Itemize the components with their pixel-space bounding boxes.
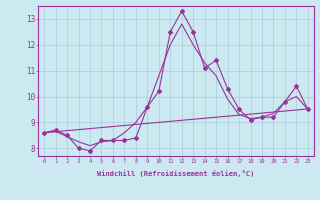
X-axis label: Windchill (Refroidissement éolien,°C): Windchill (Refroidissement éolien,°C) bbox=[97, 170, 255, 177]
